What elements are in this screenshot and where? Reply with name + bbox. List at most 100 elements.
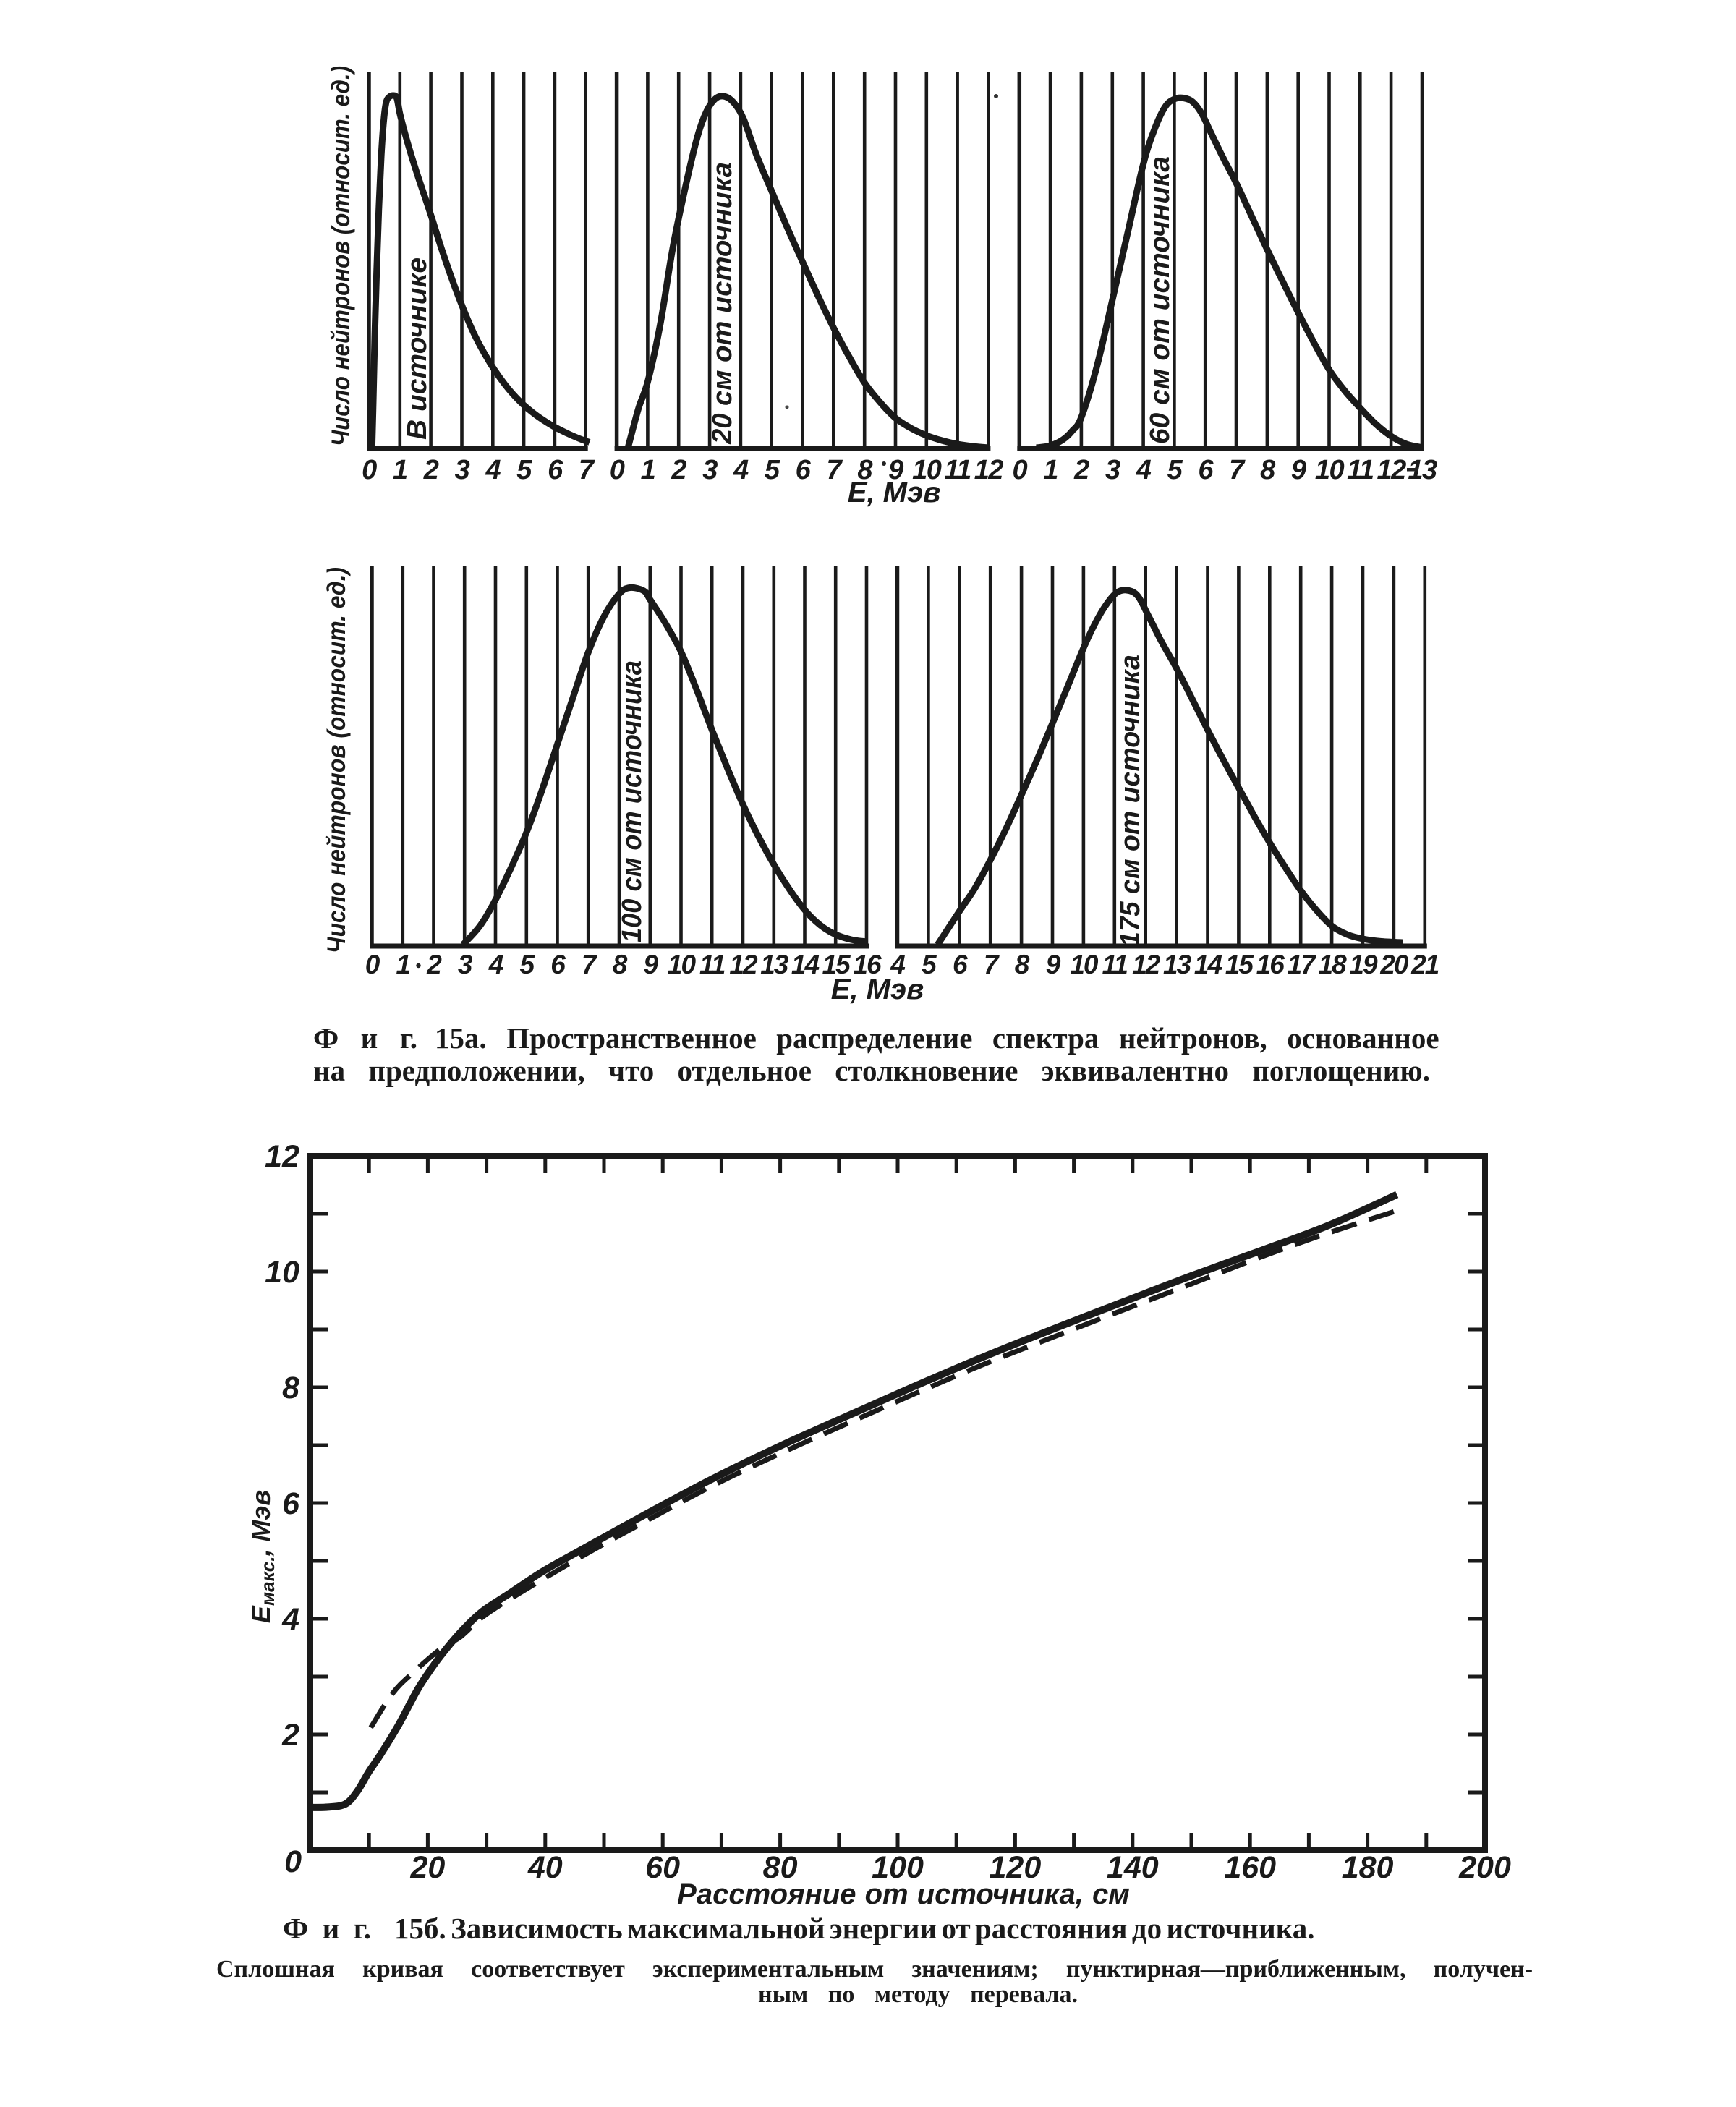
- svg-text:12: 12: [1132, 950, 1161, 979]
- svg-text:15: 15: [822, 950, 852, 979]
- svg-text:на предположении, что отдельно: на предположении, что отдельное столкнов…: [313, 1054, 1430, 1087]
- svg-text:E, Мэв: E, Мэв: [848, 477, 940, 508]
- svg-text:20: 20: [1379, 950, 1409, 979]
- svg-text:10: 10: [1315, 455, 1345, 485]
- svg-text:4: 4: [485, 455, 501, 485]
- svg-text:11: 11: [699, 950, 725, 979]
- svg-text:160: 160: [1224, 1850, 1276, 1885]
- svg-text:8: 8: [1015, 950, 1030, 979]
- svg-text:2: 2: [426, 950, 442, 979]
- svg-text:Eмакс., Мэв: Eмакс., Мэв: [246, 1490, 278, 1623]
- svg-text:Расстояние от источника, см: Расстояние от источника, см: [677, 1878, 1130, 1910]
- svg-text:11: 11: [1102, 950, 1128, 979]
- svg-text:В источнике: В источнике: [402, 257, 433, 440]
- svg-text:2: 2: [1073, 455, 1089, 485]
- svg-text:8: 8: [613, 950, 628, 979]
- svg-text:1: 1: [393, 455, 407, 485]
- svg-text:3: 3: [455, 455, 470, 485]
- svg-text:6: 6: [953, 950, 968, 979]
- svg-text:21: 21: [1410, 950, 1439, 979]
- svg-text:140: 140: [1107, 1850, 1159, 1885]
- svg-text:9: 9: [1046, 950, 1061, 979]
- svg-text:11: 11: [1347, 455, 1374, 485]
- svg-text:9: 9: [1291, 455, 1306, 485]
- svg-text:100 см от источника: 100 см от источника: [617, 660, 647, 942]
- svg-text:E, Мэв: E, Мэв: [831, 974, 924, 1005]
- svg-text:0: 0: [284, 1844, 302, 1879]
- svg-text:14: 14: [791, 950, 820, 979]
- svg-text:6: 6: [796, 455, 812, 485]
- svg-text:Сплошная кривая соответствует: Сплошная кривая соответствует эксперимен…: [216, 1956, 1533, 1983]
- svg-text:4: 4: [1136, 455, 1152, 485]
- svg-text:19: 19: [1349, 950, 1378, 979]
- svg-text:2: 2: [281, 1718, 299, 1753]
- svg-text:6: 6: [1198, 455, 1214, 485]
- svg-text:11: 11: [944, 455, 971, 485]
- svg-text:20: 20: [409, 1850, 445, 1885]
- svg-text:13: 13: [1163, 950, 1192, 979]
- svg-text:4: 4: [281, 1602, 299, 1637]
- svg-text:15б. Зависимость максимальной: 15б. Зависимость максимальной энергии от…: [394, 1912, 1315, 1945]
- svg-text:16: 16: [853, 950, 882, 979]
- svg-text:1: 1: [396, 950, 410, 979]
- svg-text:1: 1: [641, 455, 655, 485]
- svg-text:200: 200: [1458, 1850, 1511, 1885]
- svg-text:9: 9: [644, 950, 659, 979]
- svg-text:10: 10: [1070, 950, 1099, 979]
- svg-text:5: 5: [1167, 455, 1183, 485]
- svg-text:Ф и г.: Ф и г.: [313, 1021, 417, 1055]
- svg-text:16: 16: [1256, 950, 1285, 979]
- svg-text:6: 6: [548, 455, 563, 485]
- svg-text:180: 180: [1342, 1850, 1394, 1885]
- svg-text:60 см от источника: 60 см от источника: [1145, 156, 1175, 444]
- svg-text:8: 8: [1260, 455, 1276, 485]
- svg-text:Число нейтронов (относит. ед.): Число нейтронов (относит. ед.): [323, 567, 351, 953]
- svg-text:2: 2: [423, 455, 439, 485]
- svg-text:15а. Пространственное распреде: 15а. Пространственное распределение спек…: [435, 1021, 1439, 1055]
- svg-text:18: 18: [1319, 950, 1348, 979]
- svg-text:0: 0: [362, 455, 377, 485]
- svg-text:10: 10: [265, 1255, 299, 1290]
- svg-text:8: 8: [857, 455, 873, 485]
- svg-text:0: 0: [365, 950, 380, 979]
- svg-text:17: 17: [1288, 950, 1318, 979]
- svg-text:14: 14: [1194, 950, 1222, 979]
- svg-text:ным по методу перевала.: ным по методу перевала.: [758, 1981, 1078, 2008]
- svg-text:7: 7: [826, 455, 843, 485]
- svg-text:0: 0: [1012, 455, 1027, 485]
- svg-text:7: 7: [1229, 455, 1246, 485]
- svg-text:0: 0: [610, 455, 625, 485]
- svg-text:12: 12: [1377, 455, 1406, 485]
- svg-text:12: 12: [265, 1139, 299, 1174]
- svg-text:100: 100: [872, 1850, 924, 1885]
- svg-text:80: 80: [763, 1850, 798, 1885]
- svg-text:6: 6: [550, 950, 566, 979]
- svg-text:3: 3: [458, 950, 473, 979]
- svg-text:10: 10: [912, 455, 942, 485]
- svg-text:5: 5: [516, 455, 532, 485]
- svg-text:3: 3: [702, 455, 718, 485]
- svg-text:60: 60: [645, 1850, 680, 1885]
- svg-text:7: 7: [579, 455, 595, 485]
- svg-text:4: 4: [488, 950, 503, 979]
- svg-text:12: 12: [974, 455, 1004, 485]
- svg-text:6: 6: [282, 1486, 300, 1521]
- svg-text:13: 13: [760, 950, 789, 979]
- svg-text:4: 4: [890, 950, 905, 979]
- svg-text:10: 10: [668, 950, 697, 979]
- svg-text:Ф и г.: Ф и г.: [283, 1912, 371, 1945]
- svg-text:Число нейтронов (относит. ед.): Число нейтронов (относит. ед.): [327, 66, 355, 446]
- svg-text:2: 2: [671, 455, 686, 485]
- svg-text:175 см от источника: 175 см от источника: [1115, 655, 1146, 947]
- svg-text:8: 8: [282, 1371, 299, 1405]
- svg-text:12: 12: [729, 950, 758, 979]
- svg-text:9: 9: [888, 455, 903, 485]
- svg-text:4: 4: [733, 455, 749, 485]
- svg-text:20 см от источника: 20 см от источника: [707, 162, 738, 445]
- svg-text:5: 5: [765, 455, 780, 485]
- svg-text:120: 120: [990, 1850, 1042, 1885]
- svg-text:40: 40: [527, 1850, 563, 1885]
- svg-text:3: 3: [1105, 455, 1120, 485]
- svg-text:15: 15: [1225, 950, 1255, 979]
- svg-text:1: 1: [1043, 455, 1058, 485]
